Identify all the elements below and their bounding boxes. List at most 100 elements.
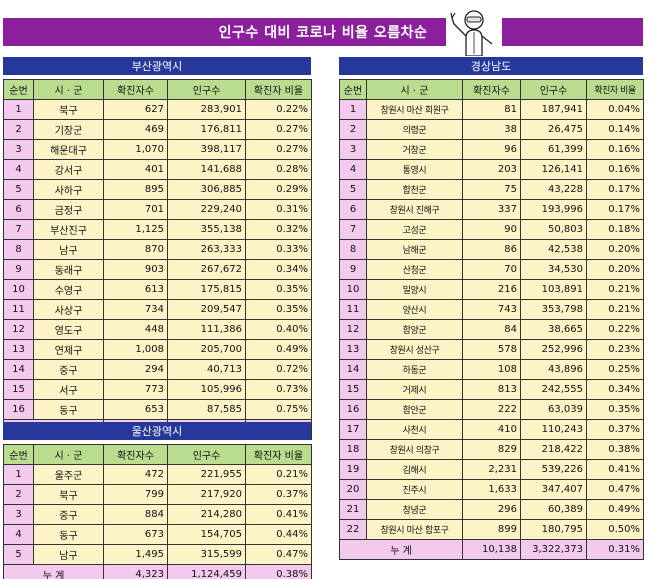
col-header-rank: 순번	[3, 444, 34, 465]
rate-cell: 0.20%	[586, 259, 644, 280]
cases-cell: 799	[103, 484, 168, 505]
population-cell: 242,555	[520, 379, 587, 400]
table-row: 1 북구 627 283,901 0.22%	[3, 99, 312, 120]
rate-cell: 0.73%	[245, 379, 312, 400]
region-cell: 김해시	[366, 459, 463, 480]
region-cell: 함안군	[366, 399, 463, 420]
region-cell: 사상구	[33, 299, 104, 320]
population-cell: 214,280	[167, 504, 246, 525]
ulsan-section-header: 울산광역시	[3, 422, 311, 440]
col-header-cases: 확진자수	[103, 79, 168, 100]
rank-cell: 10	[3, 279, 34, 300]
cases-cell: 337	[462, 199, 521, 220]
table-row: 22 창원시 마산 합포구 899 180,795 0.50%	[339, 519, 644, 540]
table-row: 1 울주군 472 221,955 0.21%	[3, 464, 312, 485]
rank-cell: 5	[339, 179, 367, 200]
rank-cell: 15	[339, 379, 367, 400]
table-row: 18 창원시 의창구 829 218,422 0.38%	[339, 439, 644, 460]
table-row: 12 영도구 448 111,386 0.40%	[3, 319, 312, 340]
cases-cell: 895	[103, 179, 168, 200]
cases-cell: 81	[462, 99, 521, 120]
total-rate: 0.31%	[586, 539, 644, 560]
cases-cell: 734	[103, 299, 168, 320]
cases-cell: 448	[103, 319, 168, 340]
region-cell: 동구	[33, 399, 104, 420]
gyeongnam-header-row: 순번 시 · 군 확진자수 인구수 확진자 비율	[339, 79, 644, 100]
cases-cell: 469	[103, 119, 168, 140]
table-row: 2 기장군 469 176,811 0.27%	[3, 119, 312, 140]
table-row: 7 부산진구 1,125 355,138 0.32%	[3, 219, 312, 240]
table-row: 17 사천시 410 110,243 0.37%	[339, 419, 644, 440]
table-row: 15 서구 773 105,996 0.73%	[3, 379, 312, 400]
region-cell: 밀양시	[366, 279, 463, 300]
rate-cell: 0.34%	[586, 379, 644, 400]
region-cell: 남해군	[366, 239, 463, 260]
rank-cell: 1	[3, 99, 34, 120]
cases-cell: 294	[103, 359, 168, 380]
region-cell: 강서구	[33, 159, 104, 180]
region-cell: 기장군	[33, 119, 104, 140]
population-cell: 209,547	[167, 299, 246, 320]
rate-cell: 0.25%	[586, 359, 644, 380]
region-cell: 합천군	[366, 179, 463, 200]
table-row: 15 거제시 813 242,555 0.34%	[339, 379, 644, 400]
rate-cell: 0.47%	[586, 479, 644, 500]
population-cell: 154,705	[167, 524, 246, 545]
population-cell: 175,815	[167, 279, 246, 300]
region-cell: 사천시	[366, 419, 463, 440]
gyeongnam-table: 순번 시 · 군 확진자수 인구수 확진자 비율 1 창원시 마산 회원구 81 18…	[339, 79, 644, 560]
region-cell: 영도구	[33, 319, 104, 340]
table-row: 5 합천군 75 43,228 0.17%	[339, 179, 644, 200]
region-cell: 북구	[33, 484, 104, 505]
rank-cell: 11	[3, 299, 34, 320]
population-cell: 40,713	[167, 359, 246, 380]
rank-cell: 20	[339, 479, 367, 500]
rate-cell: 0.23%	[586, 339, 644, 360]
region-cell: 중구	[33, 504, 104, 525]
col-header-region: 시 · 군	[366, 79, 463, 100]
table-row: 9 동래구 903 267,672 0.34%	[3, 259, 312, 280]
ulsan-header-row: 순번 시 · 군 확진자수 인구수 확진자 비율	[3, 444, 312, 465]
table-row: 5 사하구 895 306,885 0.29%	[3, 179, 312, 200]
rank-cell: 16	[339, 399, 367, 420]
busan-section-header: 부산광역시	[3, 57, 311, 75]
rank-cell: 6	[339, 199, 367, 220]
table-row: 8 남해군 86 42,538 0.20%	[339, 239, 644, 260]
col-header-rate: 확진자 비율	[245, 79, 312, 100]
total-population: 1,124,459	[167, 564, 246, 579]
table-row: 11 사상구 734 209,547 0.35%	[3, 299, 312, 320]
rate-cell: 0.50%	[586, 519, 644, 540]
population-cell: 176,811	[167, 119, 246, 140]
col-header-cases: 확진자수	[103, 444, 168, 465]
population-cell: 205,700	[167, 339, 246, 360]
rate-cell: 0.16%	[586, 139, 644, 160]
population-cell: 398,117	[167, 139, 246, 160]
rank-cell: 8	[339, 239, 367, 260]
col-header-population: 인구수	[167, 79, 246, 100]
cases-cell: 578	[462, 339, 521, 360]
population-cell: 252,996	[520, 339, 587, 360]
table-row: 21 창녕군 296 60,389 0.49%	[339, 499, 644, 520]
rate-cell: 0.35%	[245, 279, 312, 300]
total-cases: 4,323	[103, 564, 168, 579]
rate-cell: 0.16%	[586, 159, 644, 180]
cases-cell: 2,231	[462, 459, 521, 480]
region-cell: 거제시	[366, 379, 463, 400]
rank-cell: 5	[3, 544, 34, 565]
ulsan-table-body: 1 울주군 472 221,955 0.21% 2 북구 799 217,920 0.37% 3 중구…	[3, 464, 312, 579]
population-cell: 26,475	[520, 119, 587, 140]
rank-cell: 3	[3, 504, 34, 525]
total-population: 3,322,373	[520, 539, 587, 560]
rank-cell: 4	[3, 159, 34, 180]
col-header-region: 시 · 군	[33, 79, 104, 100]
rate-cell: 0.72%	[245, 359, 312, 380]
region-cell: 울주군	[33, 464, 104, 485]
gyeongnam-section-header: 경상남도	[339, 57, 643, 75]
table-row: 6 금정구 701 229,240 0.31%	[3, 199, 312, 220]
rate-cell: 0.37%	[245, 484, 312, 505]
rate-cell: 0.27%	[245, 119, 312, 140]
rank-cell: 4	[3, 524, 34, 545]
table-row: 3 중구 884 214,280 0.41%	[3, 504, 312, 525]
rank-cell: 1	[339, 99, 367, 120]
population-cell: 38,665	[520, 319, 587, 340]
